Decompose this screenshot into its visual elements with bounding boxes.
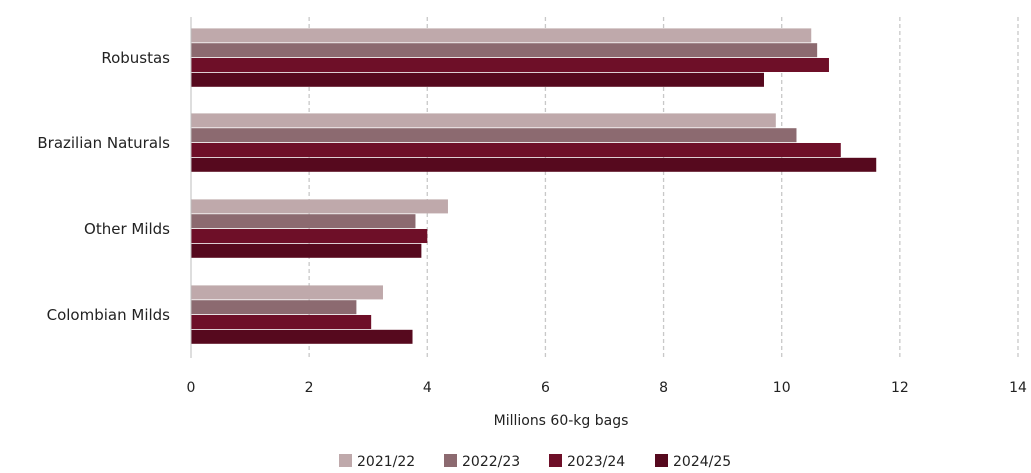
bar [191,329,413,344]
bar [191,58,829,72]
category-label: Robustas [101,49,170,67]
legend-swatch [549,454,562,467]
x-tick-label: 14 [1009,380,1027,396]
x-tick-labels: 0 2 4 6 8 10 12 14 [187,380,1027,396]
category-labels: Robustas Brazilian Naturals Other Milds Col… [37,49,170,324]
category-label: Other Milds [84,220,170,238]
bar [191,157,877,172]
bar [191,285,383,300]
legend-swatch [444,454,457,467]
bar [191,143,841,157]
bar [191,43,818,58]
bar [191,199,448,214]
legend-label: 2024/25 [673,454,731,470]
bar [191,300,357,315]
bar [191,243,422,258]
x-tick-label: 8 [659,380,668,396]
bar [191,315,372,329]
category-label: Brazilian Naturals [37,134,170,152]
bar [191,72,764,87]
legend: 2021/22 2022/23 2023/24 2024/25 [339,454,731,470]
legend-swatch [339,454,352,467]
category-label: Colombian Milds [47,306,171,324]
legend-label: 2022/23 [462,454,520,470]
bar [191,28,812,43]
x-tick-label: 0 [187,380,196,396]
legend-label: 2021/22 [357,454,415,470]
x-tick-label: 4 [423,380,432,396]
bar [191,128,797,143]
bar [191,113,776,128]
legend-label: 2023/24 [567,454,625,470]
x-tick-label: 6 [541,380,550,396]
legend-swatch [655,454,668,467]
x-tick-label: 10 [773,380,791,396]
x-tick-label: 12 [891,380,909,396]
bar [191,214,416,229]
x-tick-label: 2 [305,380,314,396]
bar [191,229,428,243]
x-axis-title: Millions 60-kg bags [494,413,629,429]
bars-group [191,28,877,344]
